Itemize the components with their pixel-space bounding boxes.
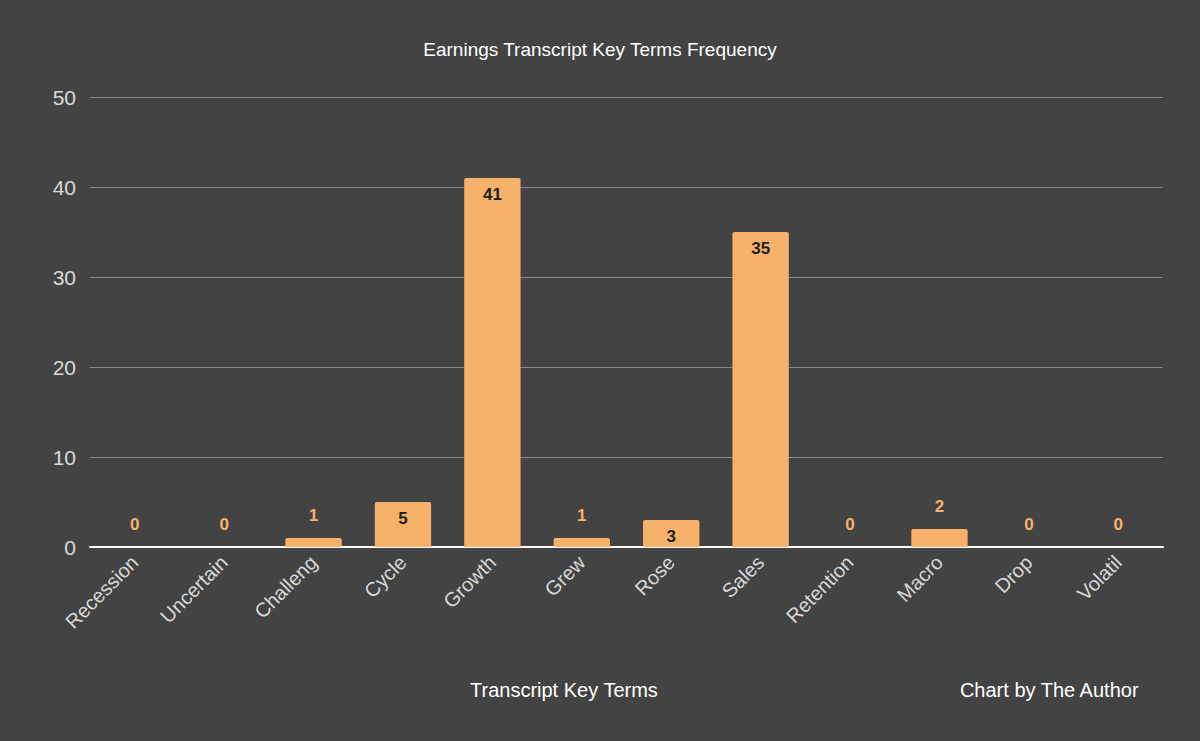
svg-text:0: 0 [219,515,228,534]
svg-text:30: 30 [53,266,76,289]
svg-text:10: 10 [53,446,76,469]
svg-text:40: 40 [53,176,76,199]
svg-text:Drop: Drop [990,551,1036,597]
svg-text:Grew: Grew [540,551,590,601]
svg-text:0: 0 [130,515,139,534]
svg-text:35: 35 [751,239,770,258]
svg-text:Transcript Key Terms: Transcript Key Terms [470,679,658,701]
svg-text:50: 50 [53,86,76,109]
svg-text:Sales: Sales [717,551,768,602]
svg-text:0: 0 [64,536,76,559]
svg-text:Rose: Rose [630,551,679,600]
svg-text:5: 5 [398,509,407,528]
svg-text:0: 0 [845,515,854,534]
svg-text:Recession: Recession [61,551,143,633]
svg-text:2: 2 [935,497,944,516]
svg-text:41: 41 [483,185,502,204]
svg-text:Challeng: Challeng [250,551,321,622]
svg-text:Chart by The Author: Chart by The Author [960,679,1139,701]
svg-text:Cycle: Cycle [360,551,411,602]
svg-text:20: 20 [53,356,76,379]
svg-text:Volatil: Volatil [1073,551,1126,604]
svg-text:1: 1 [309,506,318,525]
svg-text:Macro: Macro [892,551,947,606]
svg-text:0: 0 [1024,515,1033,534]
svg-text:Growth: Growth [439,551,500,612]
svg-text:0: 0 [1114,515,1123,534]
svg-text:3: 3 [666,527,675,546]
svg-text:Earnings Transcript Key Terms: Earnings Transcript Key Terms Frequency [423,39,777,60]
svg-text:Uncertain: Uncertain [156,551,232,627]
svg-text:1: 1 [577,506,586,525]
svg-text:Retention: Retention [782,551,858,627]
